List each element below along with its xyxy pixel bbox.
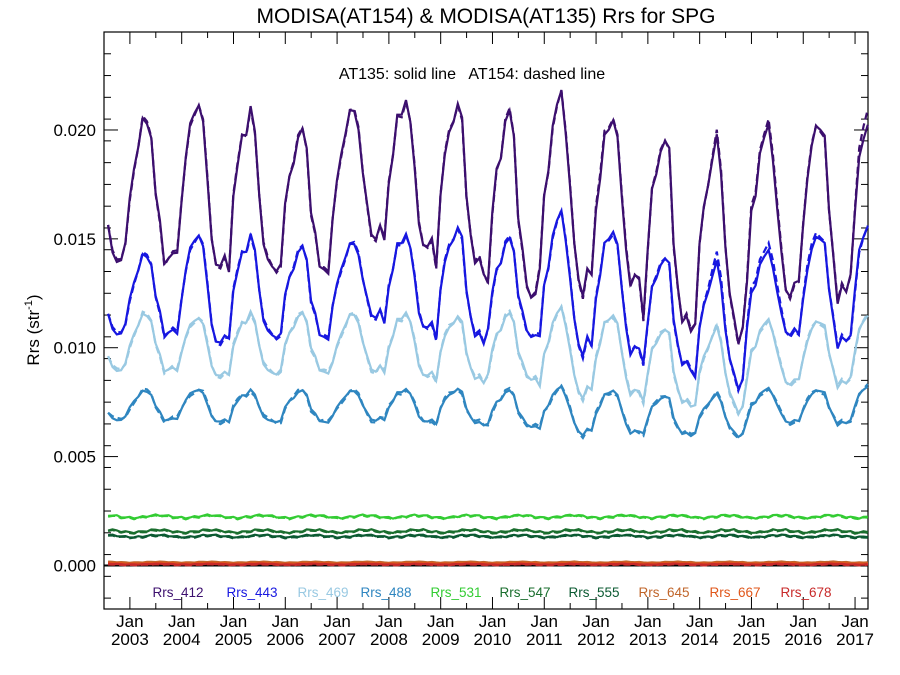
x-tick-year: 2014 (681, 630, 719, 649)
series-line-at154-Rrs_488 (107, 383, 869, 441)
x-tick-month: Jan (790, 612, 817, 631)
x-tick-year: 2009 (422, 630, 460, 649)
x-tick-month: Jan (738, 612, 765, 631)
legend-item-Rrs_678: Rrs_678 (780, 585, 831, 600)
x-tick-year: 2017 (836, 630, 874, 649)
y-axis-label-base: Rrs (str (24, 310, 43, 366)
chart-title: MODISA(AT154) & MODISA(AT135) Rrs for SP… (257, 5, 716, 28)
x-tick-month: Jan (116, 612, 143, 631)
series-line-at135-Rrs_488 (107, 384, 869, 439)
series-line-at135-Rrs_555 (107, 533, 868, 539)
series-line-at154-Rrs_412 (107, 89, 869, 345)
x-tick-month: Jan (634, 612, 661, 631)
x-tick-year: 2004 (163, 630, 201, 649)
legend-item-Rrs_547: Rrs_547 (499, 585, 550, 600)
series-line-at135-Rrs_412 (107, 90, 869, 344)
series-line-at135-Rrs_443 (107, 206, 869, 393)
legend-item-Rrs_488: Rrs_488 (360, 585, 411, 600)
legend-item-Rrs_645: Rrs_645 (638, 585, 689, 600)
x-tick-month: Jan (272, 612, 299, 631)
x-axis: Jan2003Jan2004Jan2005Jan2006Jan2007Jan20… (111, 32, 874, 649)
y-axis: 0.000 0.005 0.010 0.015 0.020 (53, 53, 868, 599)
x-tick-month: Jan (841, 612, 868, 631)
x-tick-year: 2006 (266, 630, 304, 649)
plot-frame (103, 31, 869, 610)
x-tick-year: 2008 (370, 630, 408, 649)
x-tick-month: Jan (479, 612, 506, 631)
y-tick-label: 0.000 (53, 556, 96, 575)
y-tick-label: 0.005 (53, 448, 96, 467)
series-line-at135-Rrs_531 (108, 513, 868, 520)
y-axis-label: Rrs (str-1) (23, 294, 43, 365)
y-axis-label-sup: -1 (23, 300, 35, 310)
y-tick-label: 0.015 (53, 230, 96, 249)
legend-item-Rrs_443: Rrs_443 (226, 585, 277, 600)
x-tick-month: Jan (375, 612, 402, 631)
legend-item-Rrs_469: Rrs_469 (297, 585, 348, 600)
x-tick-month: Jan (427, 612, 454, 631)
x-tick-year: 2010 (474, 630, 512, 649)
legend-item-Rrs_531: Rrs_531 (430, 585, 481, 600)
legend-item-Rrs_555: Rrs_555 (568, 585, 619, 600)
legend: Rrs_412 Rrs_443 Rrs_469 Rrs_488 Rrs_531 Rrs_5… (152, 585, 831, 600)
x-tick-year: 2012 (577, 630, 615, 649)
x-tick-year: 2005 (215, 630, 253, 649)
x-tick-month: Jan (582, 612, 609, 631)
x-tick-month: Jan (168, 612, 195, 631)
series-layer (107, 89, 869, 567)
x-tick-year: 2003 (111, 630, 149, 649)
series-line-at154-Rrs_443 (107, 209, 869, 395)
x-tick-month: Jan (220, 612, 247, 631)
x-tick-year: 2011 (526, 630, 563, 649)
y-tick-label: 0.020 (53, 121, 96, 140)
x-tick-month: Jan (531, 612, 558, 631)
line-style-annotation: AT135: solid line AT154: dashed line (339, 66, 605, 83)
x-tick-year: 2016 (784, 630, 822, 649)
x-tick-year: 2013 (629, 630, 667, 649)
x-tick-year: 2015 (733, 630, 771, 649)
x-tick-year: 2007 (318, 630, 356, 649)
series-line-at135-Rrs_678 (108, 562, 868, 566)
legend-item-Rrs_412: Rrs_412 (152, 585, 203, 600)
series-line-at135-Rrs_547 (107, 528, 869, 535)
y-axis-label-close: ) (24, 294, 43, 300)
x-tick-month: Jan (686, 612, 713, 631)
series-line-at135-Rrs_469 (107, 304, 869, 416)
y-tick-label: 0.010 (53, 339, 96, 358)
x-tick-month: Jan (323, 612, 350, 631)
legend-item-Rrs_667: Rrs_667 (709, 585, 760, 600)
